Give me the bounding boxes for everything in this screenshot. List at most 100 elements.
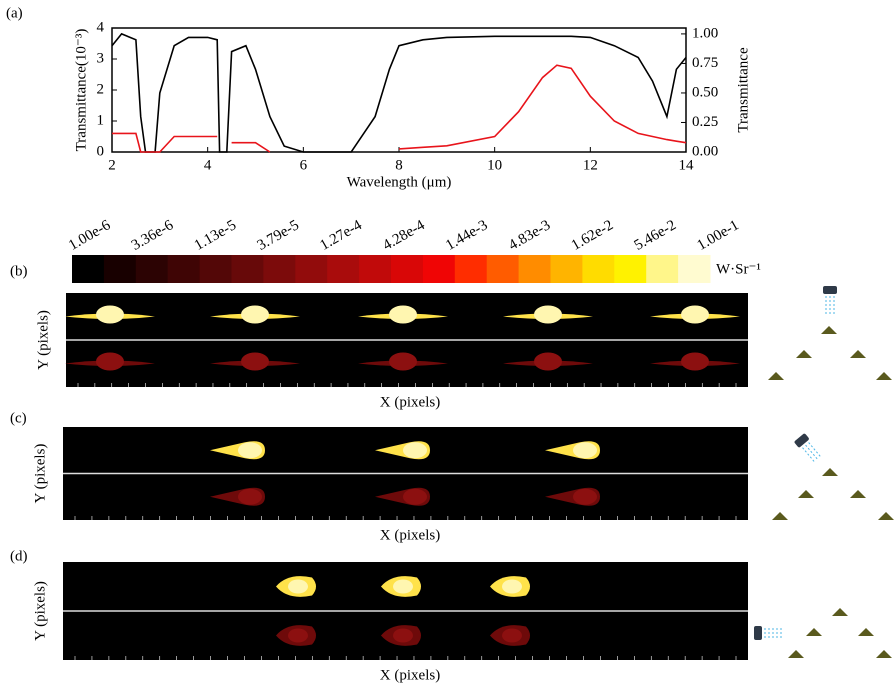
heat-blob <box>96 352 124 371</box>
colorbar-swatch <box>199 255 232 283</box>
plant-icon <box>876 372 892 380</box>
colorbar-swatch <box>614 255 647 283</box>
y-tick-label: 4 <box>97 19 105 35</box>
colorbar-swatch <box>231 255 264 283</box>
colorbar-swatch <box>167 255 201 283</box>
colorbar-label: 1.00e-1 <box>694 217 741 254</box>
plant-icon <box>806 628 822 636</box>
y-axis-label: Transmittance(10⁻³) <box>73 29 89 152</box>
sprinkler-icon <box>754 626 782 640</box>
plant-icon <box>850 350 866 358</box>
y2-tick-label: 0.75 <box>692 55 718 71</box>
plant-icon <box>772 512 788 520</box>
plant-icon <box>858 628 874 636</box>
plant-icon <box>822 468 838 476</box>
colorbar-swatch <box>103 255 137 283</box>
plant-icon <box>796 350 812 358</box>
x-axis-label: X (pixels) <box>380 527 440 543</box>
x-tick-label: 10 <box>487 157 502 173</box>
x-tick-label: 2 <box>108 157 116 173</box>
y-axis-label: Y (pixels) <box>35 310 51 370</box>
plant-icon <box>878 512 894 520</box>
heat-blob <box>238 488 262 505</box>
colorbar-swatch <box>422 255 456 283</box>
colorbar-swatch <box>646 255 679 283</box>
colorbar-label: 3.36e-6 <box>129 217 177 254</box>
x-tick-label: 12 <box>583 157 598 173</box>
heat-blob <box>288 579 308 594</box>
heat-blob <box>502 579 522 594</box>
y2-tick-label: 1.00 <box>692 25 718 41</box>
heat-blob <box>534 305 562 324</box>
colorbar-label: 1.27e-4 <box>317 217 365 254</box>
x-axis-label: X (pixels) <box>380 667 440 683</box>
colorbar-label: 4.83e-3 <box>506 217 553 254</box>
heat-blob <box>573 442 597 459</box>
plant-icon <box>821 326 837 334</box>
plant-icon <box>850 490 866 498</box>
x-tick-label: 14 <box>679 157 695 173</box>
heat-blob <box>288 628 308 643</box>
heat-blob <box>403 442 427 459</box>
panel-label: (b) <box>10 263 28 279</box>
y2-tick-label: 0.25 <box>692 114 718 130</box>
heat-blob <box>393 579 413 594</box>
colorbar-swatch <box>295 255 328 283</box>
colorbar-label: 1.00e-6 <box>66 217 114 254</box>
heat-blob <box>393 628 413 643</box>
colorbar-label: 5.46e-2 <box>632 217 679 254</box>
heat-blob <box>502 628 522 643</box>
heat-blob <box>681 352 709 371</box>
y2-tick-label: 0.50 <box>692 84 718 100</box>
plant-icon <box>876 650 892 658</box>
y-tick-label: 2 <box>97 81 105 97</box>
colorbar-swatch <box>391 255 424 283</box>
heat-blob <box>573 488 597 505</box>
y2-tick-label: 0.00 <box>692 143 718 159</box>
heat-blob <box>681 305 709 324</box>
data-line <box>112 64 687 153</box>
heat-blob <box>389 305 417 324</box>
colorbar-swatch <box>72 255 105 283</box>
colorbar-label: 1.62e-2 <box>569 217 616 254</box>
heat-blob <box>403 488 427 505</box>
heat-blob <box>238 442 262 459</box>
colorbar-swatch <box>135 255 169 283</box>
colorbar-swatch <box>518 255 551 283</box>
sprinkler-head <box>794 433 809 448</box>
x-tick-label: 6 <box>300 157 308 173</box>
y-tick-label: 1 <box>97 112 105 128</box>
heat-blob <box>389 352 417 371</box>
y2-axis-label: Transmittance <box>735 47 751 133</box>
colorbar-unit: W·Sr⁻¹ <box>716 261 761 277</box>
sprinkler-head <box>823 286 837 294</box>
water-spray <box>802 447 815 462</box>
water-spray <box>808 442 821 457</box>
y-tick-label: 0 <box>97 143 105 159</box>
sprinkler-head <box>754 626 762 640</box>
heat-blob <box>534 352 562 371</box>
y-tick-label: 3 <box>97 50 105 66</box>
panel-label: (a) <box>6 5 23 21</box>
colorbar-swatch <box>486 255 520 283</box>
panel-label: (d) <box>10 548 28 564</box>
colorbar-swatch <box>263 255 296 283</box>
colorbar-swatch <box>582 255 615 283</box>
plant-icon <box>798 490 814 498</box>
colorbar-swatch <box>550 255 583 283</box>
colorbar-swatch <box>678 255 711 283</box>
x-tick-label: 4 <box>204 157 212 173</box>
colorbar-swatch <box>359 255 392 283</box>
heat-blob <box>241 352 269 371</box>
x-axis-label: X (pixels) <box>380 394 440 410</box>
x-tick-label: 8 <box>395 157 403 173</box>
colorbar-label: 3.79e-5 <box>255 217 302 254</box>
colorbar-label: 4.28e-4 <box>380 217 428 254</box>
plant-icon <box>788 650 804 658</box>
water-spray <box>805 444 818 460</box>
colorbar-swatch <box>327 255 360 283</box>
heat-blob <box>96 305 124 324</box>
sprinkler-icon <box>823 286 837 314</box>
colorbar-swatch <box>454 255 488 283</box>
